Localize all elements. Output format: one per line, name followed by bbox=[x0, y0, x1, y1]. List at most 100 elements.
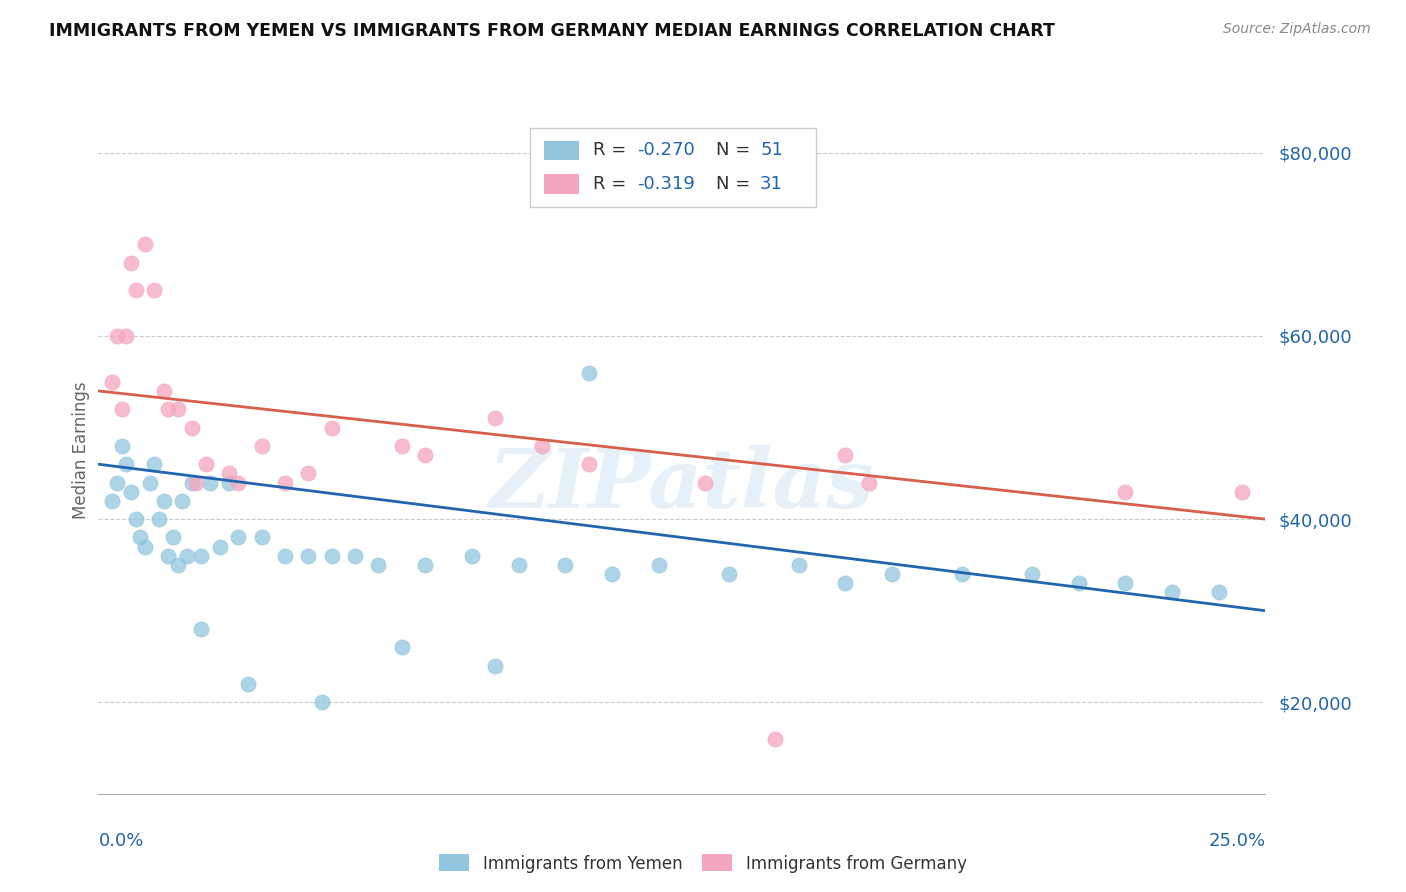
Point bbox=[152, 384, 174, 398]
Point bbox=[1021, 567, 1043, 582]
Point bbox=[115, 457, 138, 471]
Point bbox=[152, 493, 174, 508]
Point bbox=[218, 475, 240, 490]
Point bbox=[134, 237, 156, 252]
Point bbox=[1114, 484, 1136, 499]
Point bbox=[508, 558, 530, 572]
Point bbox=[166, 402, 188, 417]
Legend: Immigrants from Yemen, Immigrants from Germany: Immigrants from Yemen, Immigrants from G… bbox=[433, 847, 973, 880]
Point bbox=[120, 484, 142, 499]
Point bbox=[125, 512, 148, 526]
Point bbox=[186, 475, 208, 490]
Text: N =: N = bbox=[716, 141, 756, 160]
Text: -0.270: -0.270 bbox=[637, 141, 696, 160]
Point bbox=[1161, 585, 1184, 599]
Point bbox=[1230, 484, 1253, 499]
Point bbox=[274, 475, 297, 490]
Point bbox=[194, 457, 217, 471]
Point bbox=[172, 493, 194, 508]
Point bbox=[344, 549, 367, 563]
Point bbox=[578, 366, 600, 380]
Point bbox=[578, 457, 600, 471]
Point bbox=[120, 256, 142, 270]
FancyBboxPatch shape bbox=[544, 174, 579, 194]
Text: Source: ZipAtlas.com: Source: ZipAtlas.com bbox=[1223, 22, 1371, 37]
Point bbox=[1114, 576, 1136, 591]
Point bbox=[129, 531, 152, 545]
Point bbox=[190, 622, 212, 636]
Point bbox=[321, 549, 343, 563]
Point bbox=[834, 448, 856, 462]
Point bbox=[391, 439, 413, 453]
FancyBboxPatch shape bbox=[530, 128, 815, 207]
Text: 0.0%: 0.0% bbox=[98, 831, 143, 850]
Point bbox=[162, 531, 184, 545]
Point bbox=[1208, 585, 1230, 599]
Point bbox=[600, 567, 623, 582]
Point bbox=[176, 549, 198, 563]
Point bbox=[787, 558, 810, 572]
Text: -0.319: -0.319 bbox=[637, 175, 696, 193]
Text: 31: 31 bbox=[761, 175, 783, 193]
Point bbox=[236, 677, 259, 691]
Text: R =: R = bbox=[593, 141, 633, 160]
Point bbox=[208, 540, 231, 554]
Text: ZIPatlas: ZIPatlas bbox=[489, 445, 875, 524]
Point bbox=[484, 411, 506, 425]
Point bbox=[530, 439, 553, 453]
Point bbox=[880, 567, 903, 582]
Point bbox=[950, 567, 973, 582]
Text: IMMIGRANTS FROM YEMEN VS IMMIGRANTS FROM GERMANY MEDIAN EARNINGS CORRELATION CHA: IMMIGRANTS FROM YEMEN VS IMMIGRANTS FROM… bbox=[49, 22, 1054, 40]
Point bbox=[311, 695, 333, 709]
Point bbox=[228, 531, 250, 545]
Y-axis label: Median Earnings: Median Earnings bbox=[72, 382, 90, 519]
Point bbox=[200, 475, 222, 490]
Point bbox=[101, 493, 124, 508]
Text: 25.0%: 25.0% bbox=[1208, 831, 1265, 850]
Point bbox=[134, 540, 156, 554]
Point bbox=[250, 531, 273, 545]
Point bbox=[115, 329, 138, 343]
Point bbox=[834, 576, 856, 591]
Point bbox=[250, 439, 273, 453]
Point bbox=[105, 329, 128, 343]
Text: 51: 51 bbox=[761, 141, 783, 160]
Point bbox=[413, 448, 436, 462]
Point bbox=[228, 475, 250, 490]
Point bbox=[125, 283, 148, 297]
Point bbox=[763, 731, 786, 746]
Point bbox=[105, 475, 128, 490]
Text: N =: N = bbox=[716, 175, 756, 193]
Point bbox=[148, 512, 170, 526]
Point bbox=[484, 658, 506, 673]
Point bbox=[391, 640, 413, 655]
Point bbox=[180, 420, 202, 434]
Point bbox=[143, 283, 166, 297]
Point bbox=[717, 567, 740, 582]
Point bbox=[1067, 576, 1090, 591]
Point bbox=[157, 549, 180, 563]
Point bbox=[554, 558, 576, 572]
Point bbox=[101, 375, 124, 389]
Point bbox=[297, 467, 319, 481]
Point bbox=[139, 475, 162, 490]
Point bbox=[367, 558, 389, 572]
Point bbox=[111, 439, 134, 453]
Point bbox=[166, 558, 188, 572]
Point bbox=[274, 549, 297, 563]
Point bbox=[157, 402, 180, 417]
Point bbox=[190, 549, 212, 563]
Point bbox=[695, 475, 717, 490]
FancyBboxPatch shape bbox=[544, 141, 579, 160]
Point bbox=[321, 420, 343, 434]
Text: R =: R = bbox=[593, 175, 633, 193]
Point bbox=[111, 402, 134, 417]
Point bbox=[461, 549, 484, 563]
Point bbox=[180, 475, 202, 490]
Point bbox=[297, 549, 319, 563]
Point bbox=[413, 558, 436, 572]
Point bbox=[143, 457, 166, 471]
Point bbox=[647, 558, 669, 572]
Point bbox=[218, 467, 240, 481]
Point bbox=[858, 475, 880, 490]
